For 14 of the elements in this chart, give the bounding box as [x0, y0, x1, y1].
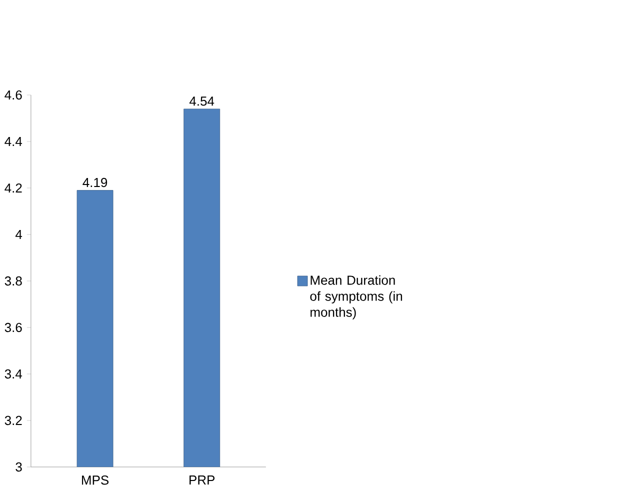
y-tick-label: 3 [16, 462, 22, 472]
data-label: 4.19 [82, 178, 108, 188]
data-label: 4.54 [189, 96, 214, 106]
y-tick-label: 3.2 [4, 416, 22, 426]
y-tick-label: 3.8 [4, 276, 22, 286]
legend-label: Mean Duration of symptoms (in months) [310, 275, 402, 320]
y-tick-label: 4.4 [4, 137, 22, 146]
x-tick-label: MPS [82, 476, 109, 485]
y-tick-label: 4 [15, 230, 22, 239]
y-tick-label: 3.4 [4, 369, 22, 379]
y-tick-label: 4.2 [4, 183, 22, 193]
y-tick-label: 4.6 [4, 90, 22, 100]
x-tick-label: PRP [190, 476, 215, 484]
y-tick-label: 3.6 [4, 322, 22, 332]
